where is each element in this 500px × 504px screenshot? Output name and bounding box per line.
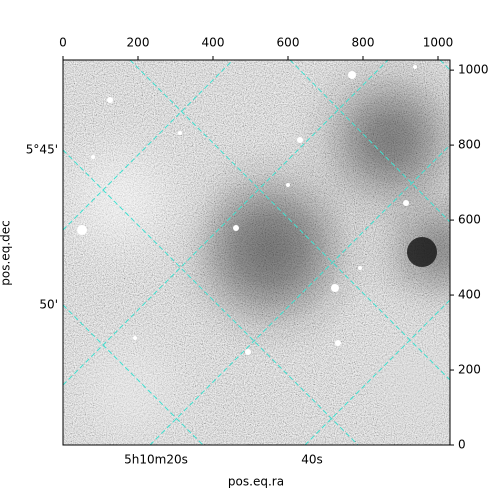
y-tick-label: 600 xyxy=(458,213,481,227)
dec-tick-label: 5°45' xyxy=(26,143,58,157)
y-tick-label: 800 xyxy=(458,138,481,152)
x-tick-label: 0 xyxy=(59,36,67,50)
y-tick-label: 200 xyxy=(458,363,481,377)
frame xyxy=(62,59,451,446)
dec-tick-label: 50' xyxy=(39,298,58,312)
y-axis-label: pos.eq.dec xyxy=(0,220,13,285)
ra-tick-label: 40s xyxy=(301,453,323,467)
x-axis-label: pos.eq.ra xyxy=(228,475,284,489)
sky-image xyxy=(63,60,450,445)
y-tick-label: 0 xyxy=(458,438,466,452)
coordinate-grid xyxy=(63,60,450,445)
x-tick-label: 800 xyxy=(352,36,375,50)
x-tick-label: 200 xyxy=(127,36,150,50)
x-tick-label: 1000 xyxy=(423,36,454,50)
ra-tick-label: 5h10m20s xyxy=(124,453,188,467)
x-tick-label: 400 xyxy=(202,36,225,50)
y-tick-label: 400 xyxy=(458,288,481,302)
y-tick-label: 1000 xyxy=(458,63,489,77)
x-tick-label: 600 xyxy=(277,36,300,50)
